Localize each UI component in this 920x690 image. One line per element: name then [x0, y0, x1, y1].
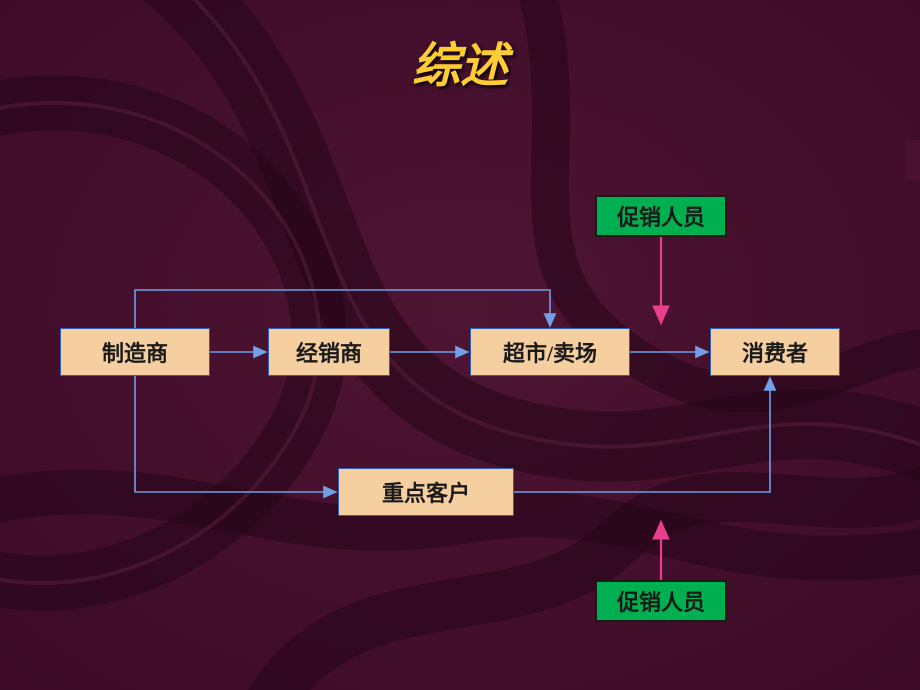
node-consumer: 消费者	[710, 328, 840, 376]
node-label: 超市/卖场	[503, 336, 597, 368]
node-promo-bottom: 促销人员	[595, 580, 727, 622]
node-manufacturer: 制造商	[60, 328, 210, 376]
node-label: 促销人员	[617, 200, 705, 232]
node-label: 经销商	[296, 336, 362, 368]
node-supermarket: 超市/卖场	[470, 328, 630, 376]
slide-stage: 综述 制造商 经销商 超市/卖场 消费者 重点客户 促销人员 促销人员	[0, 0, 920, 690]
node-label: 促销人员	[617, 585, 705, 617]
node-promo-top: 促销人员	[595, 195, 727, 237]
node-label: 重点客户	[382, 476, 470, 508]
node-label: 消费者	[742, 336, 808, 368]
node-distributor: 经销商	[268, 328, 390, 376]
node-key-account: 重点客户	[338, 468, 514, 516]
node-label: 制造商	[102, 336, 168, 368]
